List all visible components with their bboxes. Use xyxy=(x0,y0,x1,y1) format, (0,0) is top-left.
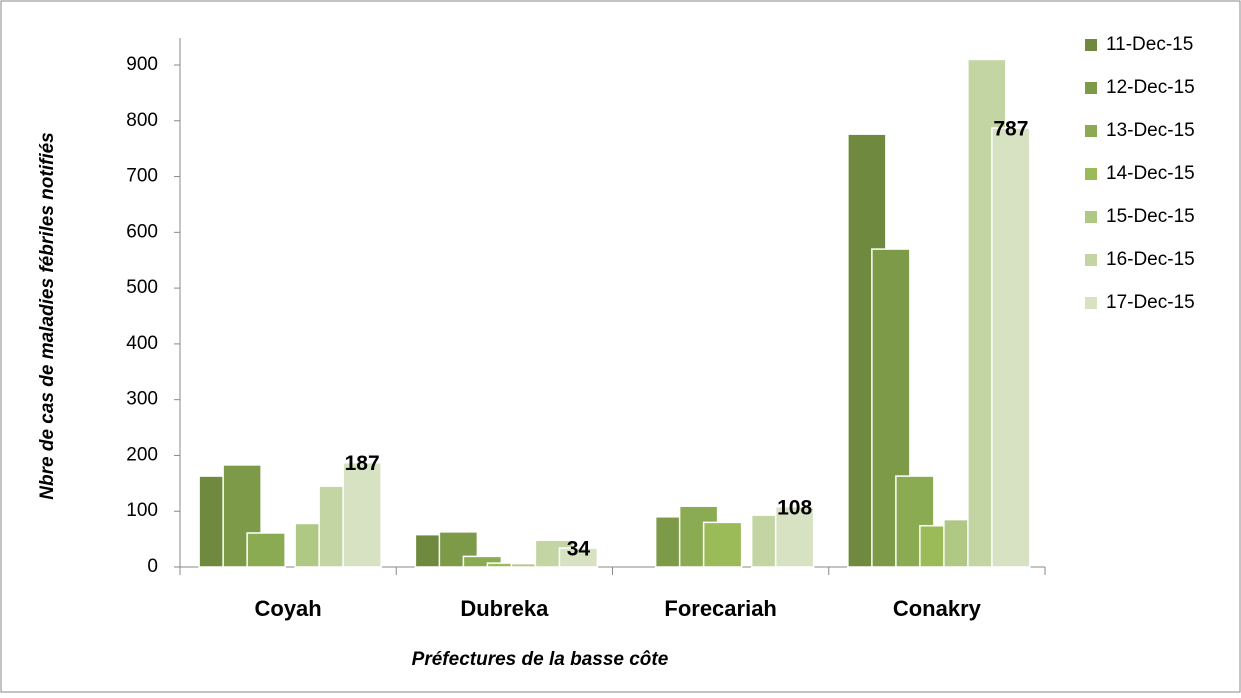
legend-swatch xyxy=(1085,211,1097,223)
bar xyxy=(342,461,382,568)
legend-swatch xyxy=(1085,39,1097,51)
legend-label: 11-Dec-15 xyxy=(1106,34,1193,55)
legend-label: 14-Dec-15 xyxy=(1106,163,1195,184)
bar xyxy=(462,555,503,568)
bar xyxy=(774,506,815,568)
legend-swatch xyxy=(1085,125,1097,137)
x-tick-label: Forecariah xyxy=(664,596,777,621)
y-tick-label: 300 xyxy=(126,389,158,410)
y-tick-label: 700 xyxy=(126,166,158,187)
y-tick-label: 100 xyxy=(126,500,158,521)
bar xyxy=(246,532,286,568)
data-label: 108 xyxy=(777,496,812,519)
x-tick-label: Dubreka xyxy=(460,596,549,621)
data-label: 787 xyxy=(993,118,1028,141)
x-tick-label: Coyah xyxy=(255,596,322,621)
legend-swatch xyxy=(1085,254,1097,266)
bar xyxy=(991,127,1031,568)
legend-label: 13-Dec-15 xyxy=(1106,120,1195,141)
y-tick-label: 600 xyxy=(126,221,158,242)
data-label: 34 xyxy=(567,538,591,561)
legend-label: 12-Dec-15 xyxy=(1106,77,1195,98)
y-axis-title: Nbre de cas de maladies fébriles notifié… xyxy=(37,132,58,499)
legend-label: 16-Dec-15 xyxy=(1106,249,1195,270)
legend-swatch xyxy=(1085,168,1097,180)
y-tick-label: 500 xyxy=(126,277,158,298)
legend-label: 15-Dec-15 xyxy=(1106,206,1195,227)
x-axis-title: Préfectures de la basse côte xyxy=(412,649,669,670)
x-tick-label: Conakry xyxy=(893,596,982,621)
y-tick-label: 800 xyxy=(126,110,158,131)
bar xyxy=(438,531,479,568)
bar xyxy=(702,521,743,568)
legend-swatch xyxy=(1085,82,1097,94)
y-tick-label: 900 xyxy=(126,54,158,75)
legend-label: 17-Dec-15 xyxy=(1106,292,1195,313)
y-tick-label: 0 xyxy=(147,556,158,577)
bar xyxy=(558,547,599,568)
legend-swatch xyxy=(1085,297,1097,309)
y-tick-label: 200 xyxy=(126,444,158,465)
data-label: 187 xyxy=(345,452,380,475)
y-tick-label: 400 xyxy=(126,333,158,354)
